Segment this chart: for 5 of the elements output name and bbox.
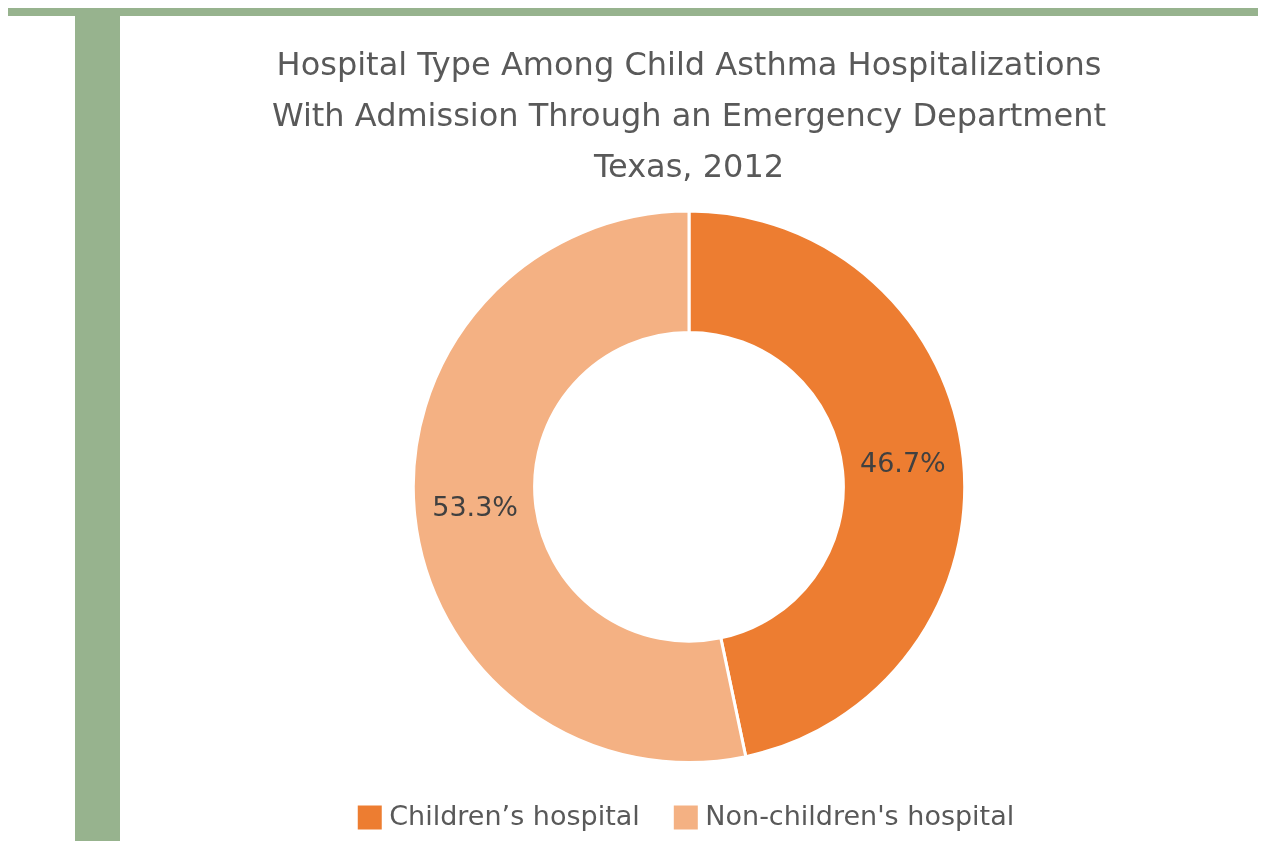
legend-label: Children’s hospital: [389, 799, 640, 831]
data-label: 46.7%: [860, 446, 946, 478]
chart-title: Hospital Type Among Child Asthma Hospitalizations With Admission Through an Emergency Department Texas, 2012: [271, 44, 1107, 186]
data-label: 53.3%: [432, 491, 518, 523]
legend-label: Non-children's hospital: [705, 799, 1015, 831]
